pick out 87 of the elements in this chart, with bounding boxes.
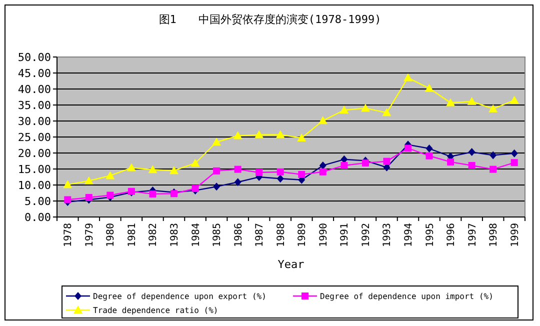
- point: [510, 96, 519, 104]
- point: [404, 73, 412, 82]
- point: [446, 98, 456, 106]
- x-tick-label: 1998: [488, 223, 500, 248]
- point: [468, 148, 476, 156]
- y-tick-label: 35.00: [18, 98, 51, 112]
- x-tick-label: 1991: [340, 223, 351, 248]
- point: [383, 158, 390, 165]
- y-tick-label: 20.00: [18, 146, 51, 160]
- point: [84, 176, 94, 184]
- x-tick-label: 1993: [382, 223, 394, 248]
- x-tick-label: 1986: [233, 223, 244, 248]
- x-tick-label: 1996: [446, 223, 458, 248]
- y-tick-label: 25.00: [18, 130, 51, 144]
- point: [234, 166, 242, 173]
- point: [170, 166, 178, 174]
- point: [126, 163, 136, 172]
- point: [297, 133, 306, 142]
- y-tick-label: 40.00: [18, 82, 51, 96]
- x-axis-title: Year: [278, 258, 305, 271]
- y-tick-label: 30.00: [18, 114, 51, 128]
- x-tick-label: 1978: [63, 223, 74, 248]
- x-tick-label: 1985: [212, 223, 224, 248]
- legend-label: Degree of dependence upon export (%): [93, 292, 266, 301]
- point: [510, 149, 518, 158]
- x-tick-label: 1979: [84, 223, 96, 248]
- x-tick-label: 1988: [276, 223, 287, 248]
- point: [63, 180, 72, 188]
- point: [468, 162, 476, 169]
- point: [149, 190, 156, 198]
- y-tick-label: 50.00: [18, 50, 51, 64]
- point: [233, 131, 242, 140]
- y-tick-label: 0.00: [24, 210, 51, 224]
- point: [276, 130, 285, 138]
- x-tick-label: 1997: [467, 223, 478, 248]
- point: [106, 192, 114, 199]
- x-tick-label: 1984: [190, 223, 202, 248]
- point: [213, 167, 220, 174]
- y-tick-label: 45.00: [18, 66, 51, 80]
- x-tick-label: 1989: [297, 223, 308, 248]
- point: [276, 174, 284, 183]
- point: [424, 84, 434, 92]
- point: [340, 162, 348, 169]
- x-tick-label: 1999: [510, 223, 521, 248]
- point: [213, 182, 220, 191]
- point: [340, 106, 349, 114]
- point: [148, 165, 158, 174]
- point: [319, 161, 326, 170]
- point: [256, 169, 263, 176]
- x-tick-label: 1994: [404, 223, 414, 248]
- point: [64, 196, 72, 204]
- x-tick-label: 1982: [148, 223, 160, 248]
- point: [467, 96, 476, 105]
- point: [490, 166, 497, 173]
- y-tick-label: 5.00: [24, 194, 51, 208]
- point: [276, 168, 284, 176]
- point: [382, 108, 392, 116]
- point: [212, 138, 222, 146]
- point: [106, 171, 115, 180]
- point: [319, 168, 326, 176]
- point: [426, 152, 433, 160]
- x-tick-label: 1992: [360, 223, 372, 248]
- y-tick-label: 10.00: [18, 178, 51, 192]
- x-tick-label: 1980: [106, 223, 117, 248]
- legend-label: Trade dependence ratio (%): [93, 306, 218, 315]
- point: [362, 159, 369, 166]
- x-tick-label: 1983: [170, 223, 180, 248]
- point: [318, 116, 328, 124]
- point: [254, 130, 264, 138]
- legend-label: Degree of dependence upon import (%): [320, 292, 494, 301]
- point: [404, 144, 412, 152]
- point: [426, 144, 433, 153]
- point: [447, 158, 454, 166]
- point: [298, 170, 306, 178]
- point: [360, 104, 370, 112]
- point: [488, 104, 498, 112]
- point: [190, 158, 200, 167]
- x-tick-label: 1981: [126, 223, 138, 248]
- point: [510, 159, 518, 166]
- y-tick-label: 15.00: [18, 162, 51, 176]
- chart-title: 图1 中国外贸依存度的演变(1978-1999): [158, 13, 382, 26]
- x-tick-label: 1995: [424, 223, 436, 248]
- point: [490, 151, 497, 160]
- x-tick-label: 1987: [254, 223, 266, 248]
- point: [85, 194, 92, 201]
- point: [234, 178, 242, 186]
- x-tick-label: 1990: [318, 223, 330, 248]
